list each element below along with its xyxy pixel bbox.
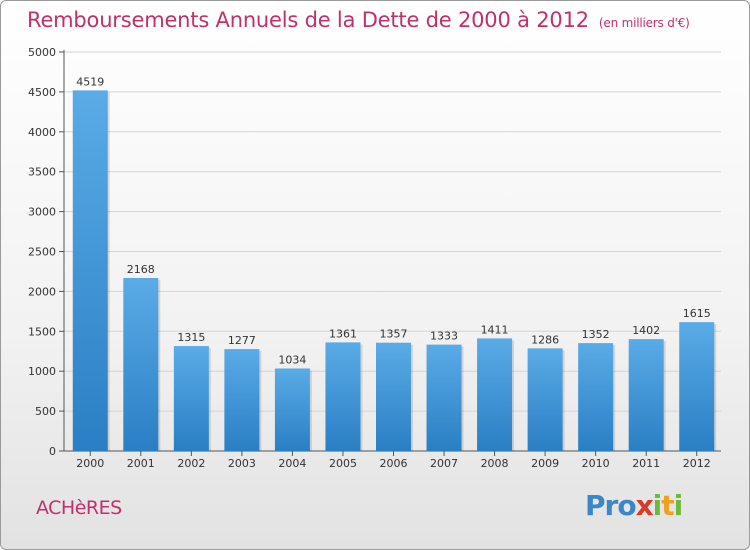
bar bbox=[274, 368, 310, 451]
commune-name: ACHèRES bbox=[36, 497, 122, 519]
value-label: 1333 bbox=[430, 330, 458, 343]
y-tick-label: 1000 bbox=[28, 365, 56, 378]
bar bbox=[628, 339, 664, 451]
bar bbox=[123, 277, 159, 451]
unit-note: (en milliers d'€) bbox=[598, 16, 690, 30]
chart-title-text: Remboursements Annuels de la Dette de 20… bbox=[27, 8, 589, 32]
value-label: 1034 bbox=[278, 353, 306, 366]
value-label: 2168 bbox=[127, 263, 155, 276]
value-labels: 4519 2168 1315 1277 1034 1361 1357 1333 1411 1286… bbox=[76, 75, 710, 366]
value-label: 1361 bbox=[329, 327, 357, 340]
bars bbox=[72, 90, 717, 452]
x-tick-label: 2007 bbox=[430, 457, 458, 470]
x-tick-label: 2003 bbox=[228, 457, 256, 470]
x-tick-label: 2009 bbox=[531, 457, 559, 470]
bar bbox=[376, 342, 411, 451]
value-label: 1277 bbox=[228, 334, 256, 347]
value-label: 4519 bbox=[76, 75, 104, 88]
y-tick-label: 3500 bbox=[28, 166, 56, 179]
chart-title: Remboursements Annuels de la Dette de 20… bbox=[27, 8, 690, 32]
value-label: 1352 bbox=[582, 328, 610, 341]
y-tick-label: 500 bbox=[35, 405, 56, 418]
x-tick-label: 2002 bbox=[177, 457, 205, 470]
y-tick-label: 4500 bbox=[28, 86, 56, 99]
y-tick-label: 3000 bbox=[28, 206, 56, 219]
y-tick-label: 0 bbox=[49, 445, 56, 458]
x-tick-label: 2000 bbox=[76, 457, 104, 470]
x-tick-label: 2010 bbox=[582, 457, 610, 470]
value-label: 1286 bbox=[531, 333, 559, 346]
x-tick-label: 2001 bbox=[127, 457, 155, 470]
x-tick-label: 2004 bbox=[278, 457, 306, 470]
bar bbox=[578, 343, 614, 451]
bar bbox=[426, 344, 462, 451]
proxiti-logo: Proxiti bbox=[585, 489, 683, 522]
y-tick-label: 5000 bbox=[28, 46, 56, 59]
bar bbox=[72, 90, 108, 452]
bar bbox=[325, 342, 361, 451]
x-tick-label: 2012 bbox=[683, 457, 711, 470]
x-tick-label: 2008 bbox=[481, 457, 509, 470]
value-label: 1411 bbox=[481, 323, 509, 336]
y-tick-label: 2000 bbox=[28, 285, 56, 298]
y-tick-label: 4000 bbox=[28, 126, 56, 139]
x-tick-label: 2011 bbox=[632, 457, 660, 470]
y-tick-label: 2500 bbox=[28, 246, 56, 259]
bar bbox=[527, 348, 563, 451]
value-label: 1357 bbox=[380, 328, 408, 341]
axes: 0 500 1000 1500 2000 2500 3000 3500 4000 4500 5000… bbox=[28, 46, 721, 470]
value-label: 1315 bbox=[177, 331, 205, 344]
bar bbox=[679, 322, 715, 451]
value-label: 1402 bbox=[632, 324, 660, 337]
bar bbox=[173, 346, 209, 451]
bar bbox=[477, 338, 513, 451]
x-tick-label: 2005 bbox=[329, 457, 357, 470]
y-tick-label: 1500 bbox=[28, 325, 56, 338]
bar bbox=[224, 349, 260, 451]
x-tick-label: 2006 bbox=[380, 457, 408, 470]
value-label: 1615 bbox=[683, 307, 711, 320]
